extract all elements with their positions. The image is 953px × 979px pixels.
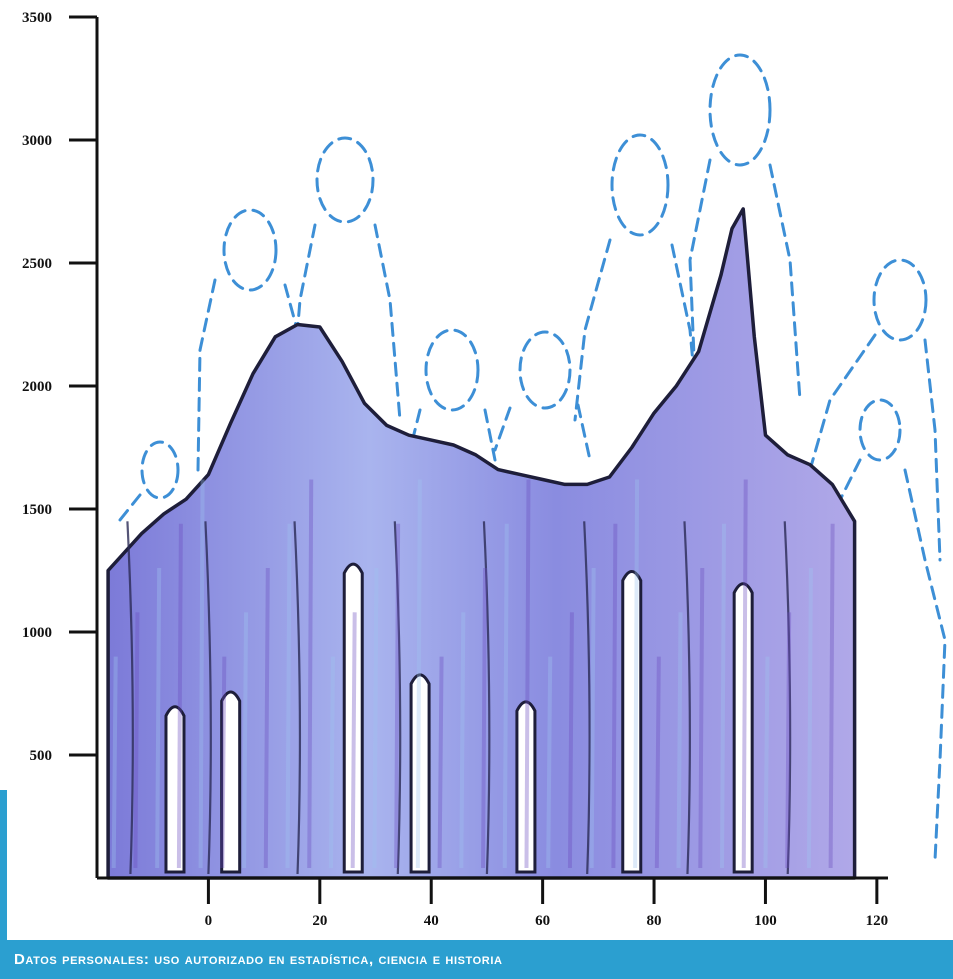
dashed-head-outline	[708, 53, 772, 167]
dashed-head-outline	[858, 398, 902, 462]
leg-gap	[342, 562, 364, 874]
dashed-head-outline	[518, 330, 572, 410]
x-tick-label: 40	[424, 913, 439, 929]
dashed-head-outline	[140, 440, 180, 500]
figure-contour	[482, 521, 491, 875]
shading-stroke	[415, 479, 422, 869]
shading-stroke	[263, 568, 270, 869]
data-area-shape	[106, 207, 857, 880]
shading-stroke	[242, 612, 249, 869]
dashed-body-outline	[573, 238, 612, 422]
dashed-body-outline	[808, 333, 877, 472]
dashed-head-outline	[222, 208, 278, 292]
dashed-body-outline	[288, 223, 317, 422]
tick-labels: 500 1000 1500 2000 2500 3000 3500 0 20 40 60 80 100 1…	[22, 10, 888, 929]
dashed-head-outline	[315, 136, 375, 224]
figure-contour	[783, 521, 792, 875]
dashed-head-outline	[424, 328, 480, 412]
shading-stroke	[502, 523, 509, 869]
shading-stroke	[546, 656, 553, 869]
shading-stroke	[285, 523, 292, 869]
shading-stroke	[111, 656, 118, 869]
shading-stroke	[133, 612, 140, 869]
data-area	[106, 207, 857, 880]
shading-stroke	[437, 656, 444, 869]
dashed-body-outline	[768, 163, 802, 402]
figure-contour	[126, 521, 134, 875]
shading-stroke	[567, 612, 574, 869]
shading-stroke	[676, 612, 683, 869]
y-tick-label: 2000	[22, 379, 52, 395]
shading-stroke	[611, 523, 618, 869]
shading-stroke	[828, 523, 835, 869]
shading-stroke	[698, 568, 705, 869]
shading-stroke	[220, 656, 227, 869]
shading-stroke	[481, 568, 488, 869]
shading-stroke	[372, 568, 379, 869]
dashed-body-outline	[923, 338, 942, 562]
dashed-body-outline	[483, 408, 497, 462]
dashed-body-outline	[118, 493, 142, 522]
dashed-body-outline	[373, 223, 402, 422]
x-tick-label: 120	[866, 913, 889, 929]
shading-stroke	[806, 568, 813, 869]
dashed-head-outline	[872, 258, 928, 342]
shading-stroke	[785, 612, 792, 869]
x-tick-label: 0	[205, 913, 213, 929]
shading-stroke	[198, 479, 205, 869]
y-tick-label: 2500	[22, 256, 52, 272]
accent-side-bar	[0, 790, 7, 940]
shading-stroke	[459, 612, 466, 869]
figure-contour	[393, 521, 402, 875]
dashed-body-outline	[903, 468, 947, 862]
x-tick-label: 80	[647, 913, 662, 929]
y-tick-label: 3000	[22, 133, 52, 149]
shading-stroke	[176, 523, 183, 869]
figure-contour	[583, 521, 591, 875]
shading-stroke	[328, 656, 335, 869]
shading-stroke	[589, 568, 596, 869]
leg-gap	[515, 700, 537, 874]
dashed-body-outline	[688, 158, 712, 382]
shading-stroke	[763, 656, 770, 869]
x-tick-label: 60	[535, 913, 550, 929]
caption-bar: Datos personales: uso autorizado en esta…	[0, 940, 953, 979]
figure-contour	[293, 521, 302, 875]
figure-contour	[683, 521, 691, 875]
leg-gap	[732, 582, 754, 874]
dashed-head-outline	[610, 133, 670, 237]
dashed-body-outline	[576, 403, 592, 462]
shading-stroke	[633, 479, 640, 869]
leg-gap	[409, 673, 431, 874]
x-tick-label: 20	[312, 913, 327, 929]
leg-gap	[621, 570, 643, 874]
dashed-body-outline	[196, 278, 217, 472]
dashed-body-outline	[408, 408, 422, 452]
shading-stroke	[524, 479, 531, 869]
dashed-body-outline	[493, 406, 512, 452]
y-tick-label: 1000	[22, 625, 52, 641]
x-tick-label: 100	[754, 913, 777, 929]
y-tick-label: 1500	[22, 502, 52, 518]
leg-gap	[220, 690, 242, 874]
shading-stroke	[720, 523, 727, 869]
y-tick-label: 500	[30, 748, 53, 764]
chart-svg: 500 1000 1500 2000 2500 3000 3500 0 20 40 60 80 100 1…	[22, 10, 947, 929]
shading-stroke	[350, 612, 357, 869]
shading-stroke	[741, 479, 748, 869]
axes	[69, 15, 888, 904]
dashed-silhouette-outlines	[118, 53, 947, 862]
shading-stroke	[155, 568, 162, 869]
shading-stroke	[394, 523, 401, 869]
leg-gap	[164, 705, 186, 874]
y-tick-label: 3500	[22, 10, 52, 26]
shading-stroke	[307, 479, 314, 869]
figure-contour	[204, 521, 212, 875]
shading-stroke	[654, 656, 661, 869]
